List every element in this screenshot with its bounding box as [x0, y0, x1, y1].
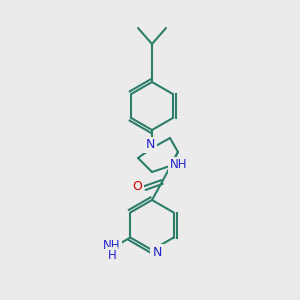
Text: N: N [152, 245, 162, 259]
Text: O: O [132, 181, 142, 194]
Text: NH: NH [170, 158, 188, 172]
Text: N: N [145, 139, 155, 152]
Text: H: H [107, 249, 116, 262]
Text: NH: NH [103, 239, 121, 252]
